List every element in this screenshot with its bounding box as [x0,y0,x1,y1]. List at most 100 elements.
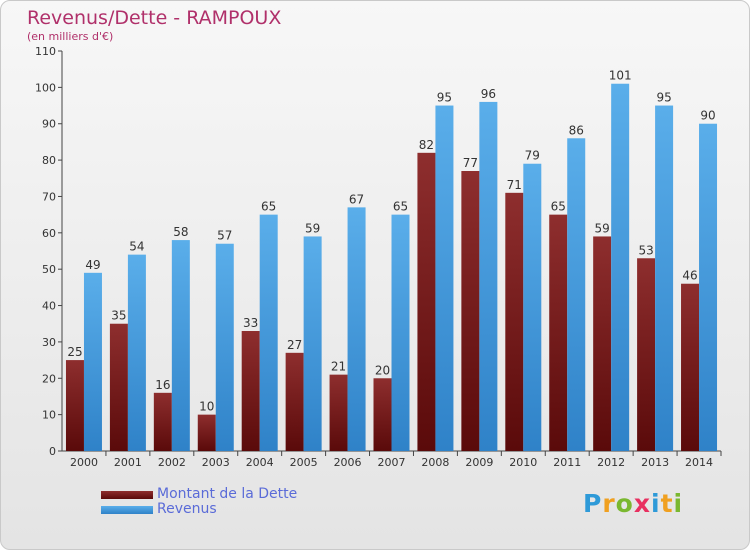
data-label-debt: 82 [419,138,434,152]
data-label-revenue: 65 [261,200,276,214]
logo-letter: t [660,489,674,518]
y-tick-label: 20 [42,372,56,385]
x-tick-label: 2002 [158,456,186,469]
data-label-revenue: 95 [437,91,452,105]
bar-debt [417,152,436,451]
data-label-debt: 71 [507,178,522,192]
data-label-debt: 77 [463,156,478,170]
data-label-debt: 20 [375,363,390,377]
y-tick-label: 50 [42,263,56,276]
legend-swatch-debt [101,491,153,499]
x-tick-label: 2013 [641,456,669,469]
bar-debt [593,236,612,451]
data-label-debt: 25 [67,345,82,359]
x-tick-label: 2007 [378,456,406,469]
data-label-debt: 27 [287,338,302,352]
x-tick-label: 2011 [553,456,581,469]
data-label-debt: 35 [111,309,126,323]
legend-label-debt: Montant de la Dette [157,486,298,502]
bar-debt [549,214,568,451]
y-tick-label: 10 [42,409,56,422]
x-tick-label: 2004 [246,456,274,469]
data-label-debt: 21 [331,360,346,374]
bar-revenue [655,105,674,451]
data-label-revenue: 79 [525,149,540,163]
bar-debt [329,374,348,451]
data-label-revenue: 86 [569,123,584,137]
bar-debt [461,171,480,451]
x-tick-label: 2005 [290,456,318,469]
y-tick-label: 70 [42,190,56,203]
data-label-revenue: 58 [173,225,188,239]
data-label-revenue: 57 [217,229,232,243]
bar-revenue [259,214,278,451]
bar-debt [197,414,216,451]
data-label-revenue: 96 [481,87,496,101]
bar-debt [241,331,260,451]
bar-debt [285,352,304,451]
y-tick-label: 40 [42,300,56,313]
data-label-debt: 10 [199,400,214,414]
x-tick-label: 2010 [509,456,537,469]
data-label-revenue: 95 [656,91,671,105]
bar-debt [637,258,656,451]
bar-debt [153,392,172,451]
logo-letter: i [651,489,661,518]
y-tick-label: 90 [42,118,56,131]
logo-letter: r [602,489,616,518]
bar-revenue [523,163,542,451]
chart-title: Revenus/Dette - RAMPOUX [27,7,282,29]
bar-debt [505,192,524,451]
data-label-debt: 59 [595,221,610,235]
bar-revenue [479,101,498,451]
logo-letter: o [615,489,634,518]
bar-revenue [611,83,630,452]
bar-revenue [391,214,410,451]
chart-subtitle: (en milliers d'€) [27,30,114,43]
y-tick-label: 0 [49,445,56,458]
y-tick-label: 60 [42,227,56,240]
data-label-revenue: 90 [700,109,715,123]
bar-revenue [171,240,190,451]
data-label-revenue: 54 [129,240,144,254]
data-label-revenue: 101 [609,69,632,83]
x-tick-label: 2014 [685,456,713,469]
y-tick-label: 30 [42,336,56,349]
y-tick-label: 110 [35,45,56,58]
bar-revenue [215,243,234,451]
bar-debt [65,360,84,451]
data-label-revenue: 67 [349,192,364,206]
proxiti-logo: Proxiti [583,489,683,518]
x-tick-label: 2008 [421,456,449,469]
x-tick-label: 2012 [597,456,625,469]
x-tick-label: 2006 [334,456,362,469]
bar-revenue [699,123,718,452]
logo-letter: i [673,489,684,518]
y-tick-label: 100 [35,81,56,94]
bar-revenue [567,138,586,452]
bar-revenue [347,207,366,451]
logo-letter: P [583,489,603,518]
data-label-revenue: 49 [85,258,100,272]
legend-label-revenue: Revenus [157,501,217,517]
bar-revenue [127,254,146,451]
bar-debt [109,323,128,451]
data-label-debt: 53 [638,243,653,257]
logo-letter: x [633,489,651,518]
y-tick-label: 80 [42,154,56,167]
data-label-debt: 65 [551,200,566,214]
x-tick-label: 2000 [70,456,98,469]
legend-swatch-revenue [101,506,153,514]
x-tick-label: 2001 [114,456,142,469]
x-tick-label: 2009 [465,456,493,469]
bar-debt [681,283,700,451]
bar-revenue [303,236,322,451]
data-label-debt: 46 [682,269,697,283]
bar-debt [373,378,392,451]
x-tick-label: 2003 [202,456,230,469]
data-label-revenue: 65 [393,200,408,214]
data-label-debt: 16 [155,378,170,392]
bar-revenue [83,272,102,451]
